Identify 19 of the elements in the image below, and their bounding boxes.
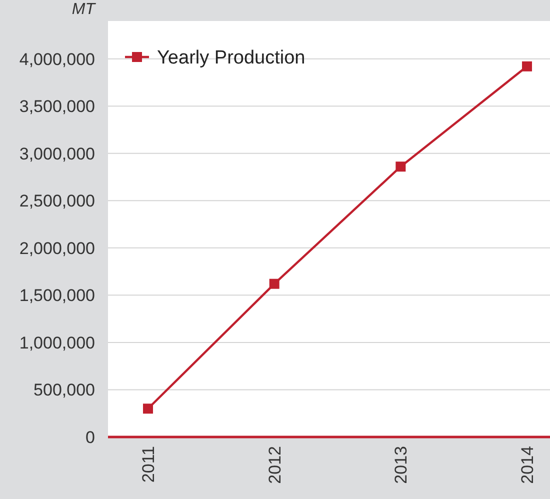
y-tick-label: 3,000,000	[19, 144, 95, 164]
point	[396, 162, 406, 172]
y-tick-label: 2,500,000	[19, 192, 95, 211]
x-tick-label: 2011	[138, 446, 158, 483]
point	[522, 61, 532, 72]
y-tick-label: 0	[86, 428, 95, 447]
y-tick-label: 4,000,000	[19, 50, 95, 69]
y-tick-label: 3,500,000	[19, 97, 95, 116]
y-axis-title: MT	[72, 1, 96, 18]
point	[143, 404, 153, 414]
y-tick-label: 1,500,000	[19, 286, 95, 306]
x-tick-label: 2014	[518, 446, 537, 484]
legend-label: Yearly Production	[157, 48, 306, 69]
point	[269, 278, 280, 289]
y-tick-label: 500,000	[34, 380, 95, 400]
x-tick-label: 2012	[265, 446, 284, 484]
y-tick-label: 2,000,000	[19, 238, 95, 258]
x-tick-label: 2013	[392, 446, 411, 484]
y-tick-label: 1,000,000	[19, 333, 95, 352]
